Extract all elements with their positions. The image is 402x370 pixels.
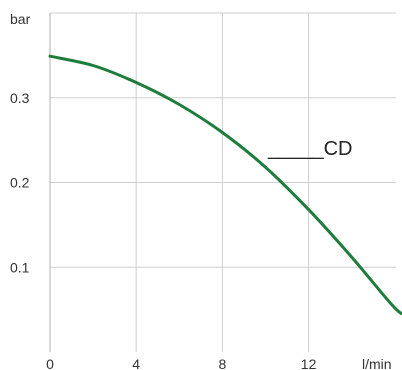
x-tick-label: 4 <box>132 356 140 370</box>
y-tick-label: 0.1 <box>10 259 30 275</box>
x-axis-unit: l/min <box>362 356 392 370</box>
x-tick-label: 0 <box>46 356 54 370</box>
y-axis-unit: bar <box>10 11 31 27</box>
x-tick-label: 8 <box>219 356 227 370</box>
y-tick-label: 0.3 <box>10 90 30 106</box>
tick-labels: 0.1 0.2 0.3 0 4 8 12 <box>10 90 317 370</box>
series-line-cd <box>48 54 402 316</box>
series-label-cd: _____CD <box>267 138 353 160</box>
grid <box>50 12 396 352</box>
x-tick-label: 12 <box>301 356 317 370</box>
series: _____CD <box>48 54 402 316</box>
y-tick-label: 0.2 <box>10 175 30 191</box>
